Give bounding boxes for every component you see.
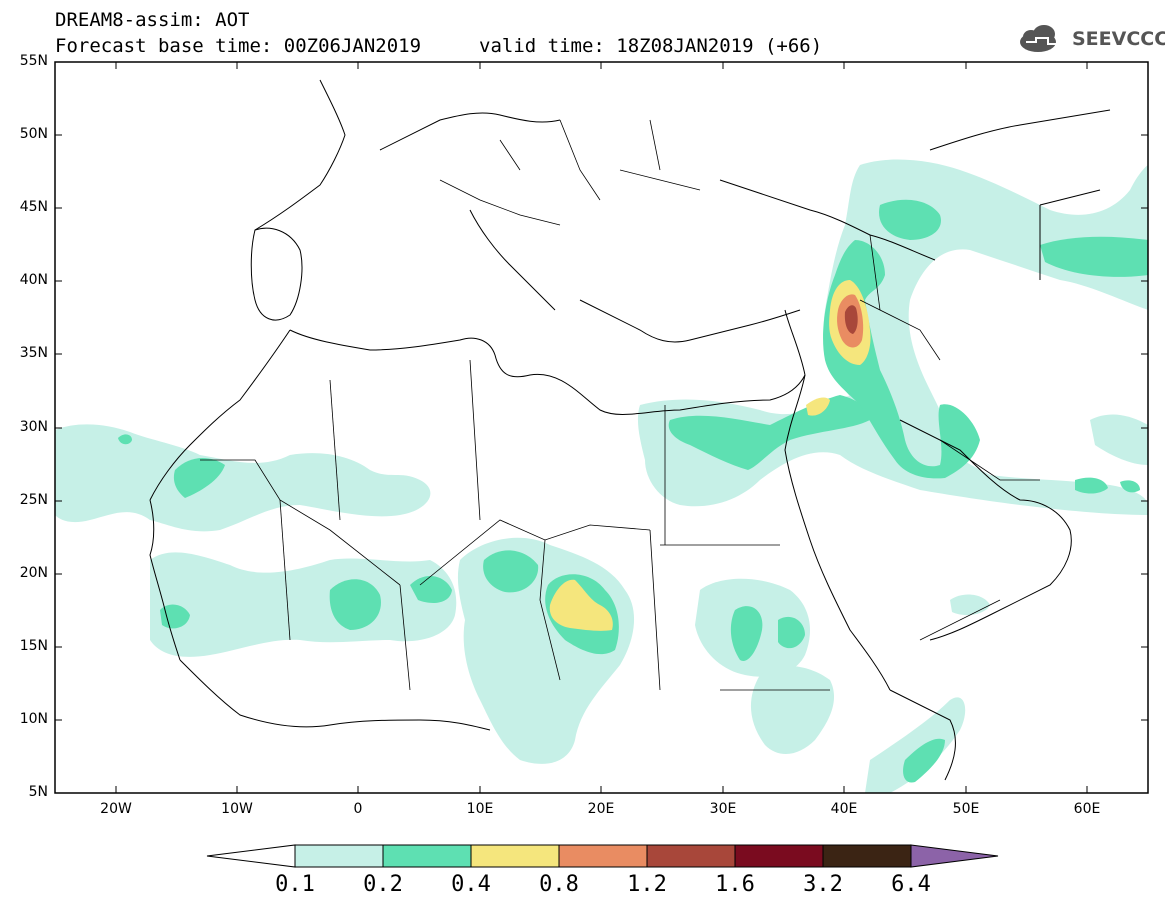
seevccc-logo	[1020, 25, 1056, 52]
colorbar-bin-1.6	[734, 844, 824, 868]
lat-ticks	[55, 61, 1148, 721]
lat-label: 25N	[19, 492, 48, 508]
lat-label: 20N	[19, 565, 48, 581]
lat-label: 45N	[19, 199, 48, 215]
cloud-icon	[1020, 25, 1056, 52]
lon-label: 20W	[100, 801, 132, 817]
lon-label: 40E	[830, 801, 858, 817]
lon-label: 60E	[1073, 801, 1101, 817]
colorbar-bin-0.8	[558, 844, 648, 868]
lon-label: 10W	[221, 801, 253, 817]
colorbar-bin-1.2	[646, 844, 736, 868]
lat-label: 55N	[19, 53, 48, 69]
lat-label: 40N	[19, 272, 48, 288]
lat-label: 35N	[19, 345, 48, 361]
colorbar-high-arrow	[910, 844, 999, 868]
colorbar-bin-0.2	[382, 844, 472, 868]
colorbar-label: 0.4	[451, 872, 491, 897]
lat-label: 30N	[19, 419, 48, 435]
colorbar-label: 1.2	[627, 872, 667, 897]
lon-label: 0	[353, 801, 363, 817]
colorbar	[206, 844, 999, 868]
colorbar-label: 3.2	[803, 872, 843, 897]
lon-label: 50E	[952, 801, 980, 817]
lon-label: 20E	[587, 801, 615, 817]
seevccc-logo-text: SEEVCCC	[1072, 28, 1165, 50]
lat-label: 10N	[19, 711, 48, 727]
borders	[200, 119, 1040, 691]
colorbar-label: 6.4	[891, 872, 931, 897]
colorbar-bin-0.1	[294, 844, 384, 868]
colorbar-label: 0.1	[275, 872, 315, 897]
lat-label: 15N	[19, 638, 48, 654]
colorbar-label: 0.2	[363, 872, 403, 897]
colorbar-label: 0.8	[539, 872, 579, 897]
aot-contours	[55, 79, 1148, 793]
colorbar-bin-0.4	[470, 844, 560, 868]
colorbar-bin-3.2	[822, 844, 912, 868]
lon-ticks	[115, 62, 1088, 793]
map-title: DREAM8-assim: AOT	[55, 9, 250, 31]
coastlines	[149, 79, 1111, 781]
colorbar-low-arrow	[206, 844, 296, 868]
lon-label: 10E	[466, 801, 494, 817]
lat-label: 50N	[19, 126, 48, 142]
aot-level-1.2	[844, 305, 858, 334]
colorbar-label: 1.6	[715, 872, 755, 897]
lat-label: 5N	[28, 784, 48, 800]
valid-time: valid time: 18Z08JAN2019 (+66)	[479, 35, 823, 57]
lon-label: 30E	[709, 801, 737, 817]
forecast-base-time: Forecast base time: 00Z06JAN2019	[55, 35, 422, 57]
